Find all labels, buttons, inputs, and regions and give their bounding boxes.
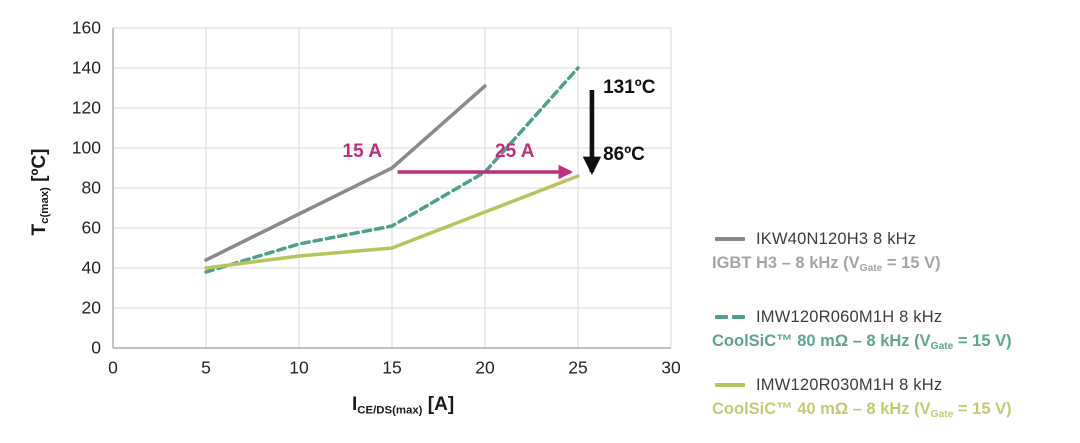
legend-subtitle: IGBT H3 – 8 kHz (VGate = 15 V): [712, 254, 1080, 274]
y-axis-label: Tc(max) [ºC]: [29, 149, 51, 236]
y-axis-label-unit: [ºC]: [28, 148, 50, 182]
legend-subtitle-post: = 15 V): [953, 400, 1012, 418]
legend-entry-coolsic-80: IMW120R060M1H 8 kHz CoolSiC™ 80 mΩ – 8 k…: [712, 304, 1080, 352]
y-axis-label-main: T: [28, 223, 50, 236]
y-tick-label: 0: [91, 338, 101, 358]
y-tick-label: 20: [82, 298, 102, 318]
y-tick-label: 100: [72, 138, 101, 158]
legend-title-row: IMW120R060M1H 8 kHz: [712, 304, 1080, 330]
legend-subtitle-pre: IGBT H3 – 8 kHz (V: [712, 254, 860, 272]
legend-subtitle-post: = 15 V): [953, 332, 1012, 350]
legend-subtitle-post: = 15 V): [882, 254, 941, 272]
label-15a: 15 A: [343, 141, 383, 162]
legend-subtitle-pre: CoolSiC™ 80 mΩ – 8 kHz (V: [712, 332, 931, 350]
legend-title: IKW40N120H3 8 kHz: [756, 229, 917, 248]
label-25a: 25 A: [495, 141, 535, 162]
y-tick-label: 160: [72, 18, 101, 38]
x-tick-label: 15: [382, 358, 401, 378]
y-tick-label: 140: [72, 58, 101, 78]
x-tick-label: 10: [289, 358, 309, 378]
series-line-0: [204, 84, 487, 262]
y-tick-label: 60: [82, 218, 102, 238]
series-line-1: [204, 66, 580, 274]
legend-title-row: IKW40N120H3 8 kHz: [712, 226, 1080, 252]
series-line-2: [204, 174, 580, 270]
legend-title: IMW120R030M1H 8 kHz: [756, 375, 943, 394]
x-tick-label: 0: [108, 358, 118, 378]
legend-entry-coolsic-40: IMW120R030M1H 8 kHz CoolSiC™ 40 mΩ – 8 k…: [712, 372, 1080, 420]
label-86c: 86ºC: [603, 144, 645, 165]
coolsic-40-line-swatch-icon: [715, 383, 745, 387]
coolsic-80-dashed-swatch-icon: [715, 315, 745, 319]
swatch-dash-segment: [732, 315, 745, 319]
x-axis-label: ICE/DS(max) [A]: [352, 394, 454, 416]
x-tick-label: 5: [201, 358, 211, 378]
y-axis-label-subscript: c(max): [39, 187, 52, 224]
legend-title-row: IMW120R030M1H 8 kHz: [712, 372, 1080, 398]
swatch-dash-segment: [715, 315, 728, 319]
x-tick-label: 20: [475, 358, 495, 378]
x-axis-label-unit: [A]: [427, 394, 455, 415]
x-tick-label: 25: [568, 358, 587, 378]
swatch-solid-line: [715, 237, 745, 241]
x-axis-label-subscript: CE/DS(max): [357, 404, 423, 417]
y-tick-label: 80: [82, 178, 102, 198]
label-131c: 131ºC: [603, 77, 656, 98]
legend-subtitle-subscript: Gate: [930, 340, 954, 352]
legend-title: IMW120R060M1H 8 kHz: [756, 307, 943, 326]
legend-subtitle: CoolSiC™ 40 mΩ – 8 kHz (VGate = 15 V): [712, 400, 1080, 420]
legend: IKW40N120H3 8 kHz IGBT H3 – 8 kHz (VGate…: [712, 0, 1080, 443]
legend-entry-igbt: IKW40N120H3 8 kHz IGBT H3 – 8 kHz (VGate…: [712, 226, 1080, 274]
x-axis-label-main: I: [352, 394, 358, 415]
legend-subtitle: CoolSiC™ 80 mΩ – 8 kHz (VGate = 15 V): [712, 332, 1080, 352]
legend-subtitle-subscript: Gate: [859, 262, 883, 274]
legend-subtitle-pre: CoolSiC™ 40 mΩ – 8 kHz (V: [712, 400, 931, 418]
y-tick-label: 120: [72, 98, 101, 118]
legend-subtitle-subscript: Gate: [930, 408, 954, 420]
igbt-line-swatch-icon: [715, 237, 745, 241]
y-tick-label: 40: [82, 258, 102, 278]
swatch-solid-line: [715, 383, 745, 387]
x-tick-label: 30: [661, 358, 681, 378]
